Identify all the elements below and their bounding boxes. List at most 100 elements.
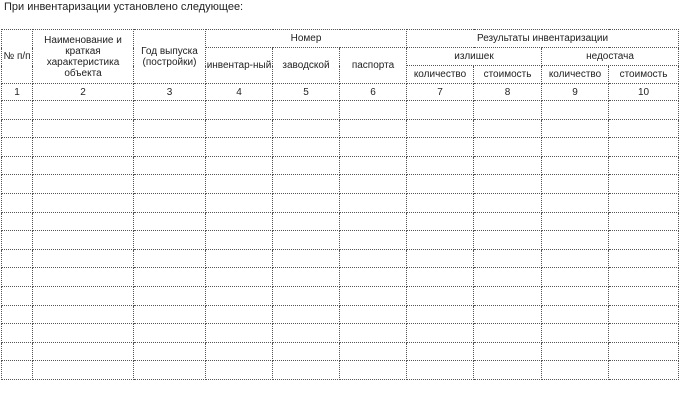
table-cell: [2, 101, 33, 120]
table-cell: [542, 101, 609, 120]
column-number: 2: [33, 84, 134, 101]
table-cell: [273, 119, 340, 138]
header-col-passport: паспорта: [340, 48, 407, 84]
table-cell: [273, 361, 340, 380]
table-cell: [340, 101, 407, 120]
table-cell: [474, 193, 542, 212]
table-cell: [134, 138, 206, 157]
table-cell: [134, 212, 206, 231]
table-cell: [407, 286, 474, 305]
table-cell: [474, 175, 542, 194]
table-cell: [273, 212, 340, 231]
table-cell: [33, 342, 134, 361]
table-cell: [206, 342, 273, 361]
table-row: [2, 156, 679, 175]
table-cell: [340, 119, 407, 138]
table-cell: [407, 231, 474, 250]
table-cell: [474, 286, 542, 305]
table-cell: [2, 342, 33, 361]
table-cell: [474, 342, 542, 361]
table-cell: [609, 119, 679, 138]
table-cell: [134, 119, 206, 138]
table-cell: [542, 156, 609, 175]
table-cell: [609, 193, 679, 212]
table-cell: [206, 231, 273, 250]
header-group-surplus: излишек: [407, 48, 542, 66]
table-row: [2, 175, 679, 194]
table-cell: [33, 305, 134, 324]
table-row: [2, 138, 679, 157]
table-cell: [340, 212, 407, 231]
table-cell: [33, 156, 134, 175]
column-number: 8: [474, 84, 542, 101]
table-cell: [2, 268, 33, 287]
table-cell: [407, 175, 474, 194]
table-cell: [609, 138, 679, 157]
table-cell: [2, 193, 33, 212]
table-cell: [542, 193, 609, 212]
table-cell: [206, 305, 273, 324]
table-cell: [273, 156, 340, 175]
table-cell: [609, 249, 679, 268]
table-cell: [134, 361, 206, 380]
column-number: 7: [407, 84, 474, 101]
table-row: [2, 324, 679, 343]
table-cell: [407, 101, 474, 120]
column-number: 4: [206, 84, 273, 101]
table-row: [2, 193, 679, 212]
table-cell: [33, 324, 134, 343]
column-number: 5: [273, 84, 340, 101]
table-cell: [609, 156, 679, 175]
table-cell: [542, 342, 609, 361]
table-cell: [609, 268, 679, 287]
table-cell: [542, 286, 609, 305]
header-shortage-qty: количество: [542, 66, 609, 84]
table-cell: [474, 268, 542, 287]
column-number: 9: [542, 84, 609, 101]
table-cell: [2, 249, 33, 268]
table-cell: [474, 231, 542, 250]
table-cell: [2, 119, 33, 138]
table-cell: [206, 193, 273, 212]
table-cell: [33, 286, 134, 305]
table-cell: [340, 286, 407, 305]
table-cell: [2, 231, 33, 250]
table-row: [2, 268, 679, 287]
table-cell: [474, 138, 542, 157]
table-cell: [407, 119, 474, 138]
table-cell: [407, 193, 474, 212]
table-cell: [609, 175, 679, 194]
table-cell: [134, 324, 206, 343]
table-cell: [273, 101, 340, 120]
table-row: [2, 231, 679, 250]
table-cell: [33, 119, 134, 138]
table-cell: [2, 305, 33, 324]
table-cell: [2, 361, 33, 380]
table-cell: [407, 138, 474, 157]
table-cell: [273, 324, 340, 343]
table-cell: [407, 324, 474, 343]
table-row: [2, 249, 679, 268]
table-cell: [542, 231, 609, 250]
table-row: [2, 361, 679, 380]
table-cell: [206, 249, 273, 268]
table-cell: [542, 138, 609, 157]
table-cell: [206, 156, 273, 175]
table-cell: [273, 305, 340, 324]
table-row: [2, 286, 679, 305]
column-number: 3: [134, 84, 206, 101]
table-cell: [33, 193, 134, 212]
table-cell: [273, 175, 340, 194]
table-cell: [33, 175, 134, 194]
table-cell: [2, 156, 33, 175]
column-number: 1: [2, 84, 33, 101]
table-cell: [407, 268, 474, 287]
table-cell: [474, 156, 542, 175]
table-cell: [542, 119, 609, 138]
table-cell: [206, 138, 273, 157]
table-cell: [206, 101, 273, 120]
header-col-year: Год выпуска (постройки): [134, 30, 206, 84]
header-col-no: № п/п: [2, 30, 33, 84]
header-group-shortage: недостача: [542, 48, 679, 66]
table-cell: [542, 305, 609, 324]
